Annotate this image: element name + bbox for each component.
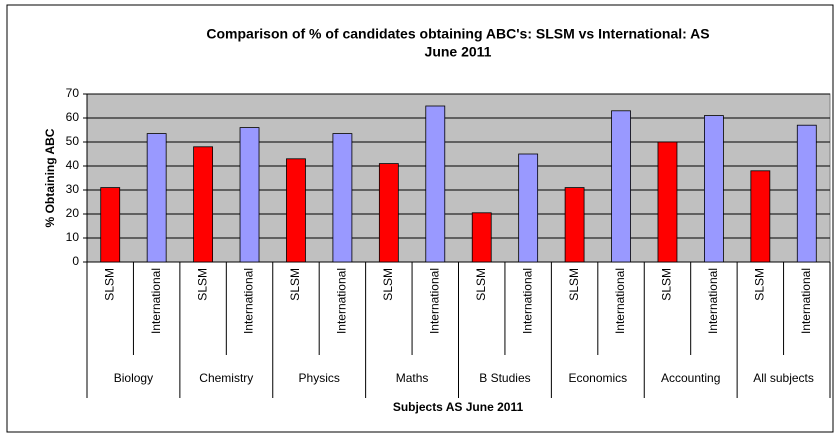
y-tick-label: 50 — [66, 134, 80, 148]
x-group-label: Chemistry — [199, 371, 253, 385]
y-axis-title: % Obtaining ABC — [43, 128, 57, 227]
y-tick-label: 60 — [66, 110, 80, 124]
bar — [239, 127, 260, 263]
x-tick-label: SLSM — [195, 268, 209, 301]
bar — [286, 158, 306, 263]
x-group-label: Physics — [299, 371, 340, 385]
x-tick-label: SLSM — [660, 268, 674, 301]
x-group-label: Biology — [114, 371, 153, 385]
x-group-label: Maths — [396, 371, 429, 385]
x-tick-label: International — [613, 268, 627, 334]
bar — [471, 212, 492, 263]
bar — [425, 105, 446, 263]
bar — [332, 133, 353, 263]
bar — [796, 124, 817, 263]
x-group-label: Accounting — [661, 371, 720, 385]
x-tick-label: International — [242, 268, 256, 334]
y-tick-label: 30 — [66, 182, 80, 196]
x-tick-label: International — [799, 268, 813, 334]
x-tick-label: International — [706, 268, 720, 334]
x-axis-title: Subjects AS June 2011 — [393, 400, 524, 414]
chart-title: Comparison of % of candidates obtaining … — [206, 26, 709, 42]
bar — [750, 170, 771, 263]
x-tick-label: International — [149, 268, 163, 334]
x-tick-label: International — [427, 268, 441, 334]
x-tick-label: SLSM — [102, 268, 116, 301]
bar — [518, 153, 539, 263]
y-tick-label: 10 — [66, 230, 80, 244]
x-tick-label: SLSM — [474, 268, 488, 301]
bar — [704, 115, 724, 263]
x-tick-label: SLSM — [288, 268, 302, 301]
x-tick-label: International — [335, 268, 349, 334]
bar — [146, 133, 167, 263]
x-tick-label: SLSM — [567, 268, 581, 301]
bar — [378, 163, 399, 263]
x-group-label: All subjects — [753, 371, 814, 385]
y-tick-label: 0 — [72, 254, 79, 268]
x-tick-label: International — [520, 268, 534, 334]
y-tick-label: 20 — [66, 206, 80, 220]
bar — [193, 146, 213, 263]
chart-title: June 2011 — [425, 44, 492, 60]
y-tick-label: 70 — [66, 86, 80, 100]
x-group-label: Economics — [568, 371, 627, 385]
bar — [611, 110, 631, 263]
y-tick-label: 40 — [66, 158, 80, 172]
x-tick-label: SLSM — [753, 268, 767, 301]
bar — [100, 187, 121, 263]
x-tick-label: SLSM — [381, 268, 395, 301]
bar — [564, 187, 585, 263]
x-group-label: B Studies — [479, 371, 530, 385]
bar — [657, 141, 678, 263]
